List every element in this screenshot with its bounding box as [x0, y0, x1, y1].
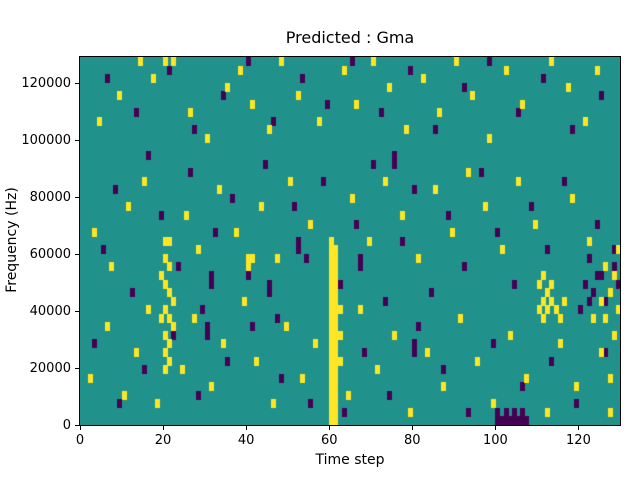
- x-tick-mark: [80, 426, 81, 430]
- y-tick-label: 80000: [29, 189, 71, 205]
- x-tick-label: 20: [154, 433, 172, 448]
- x-tick-label: 40: [237, 433, 255, 448]
- x-tick-mark: [412, 426, 414, 430]
- chart-title: Predicted : Gma: [285, 28, 415, 47]
- x-tick-mark: [329, 426, 331, 430]
- x-tick-label: 0: [75, 433, 85, 448]
- y-tick-mark: [75, 82, 79, 84]
- y-tick-label: 20000: [29, 360, 71, 376]
- y-tick-label: 120000: [21, 75, 71, 91]
- y-tick-mark: [75, 253, 79, 255]
- x-tick-label: 120: [566, 433, 591, 448]
- x-tick-label: 60: [320, 433, 338, 448]
- heatmap-canvas: [80, 57, 620, 425]
- y-tick-label: 40000: [29, 303, 71, 319]
- x-axis-label: Time step: [315, 452, 385, 468]
- y-tick-label: 60000: [29, 246, 71, 262]
- y-tick-mark: [75, 310, 79, 312]
- x-tick-label: 100: [482, 433, 508, 448]
- y-tick-mark: [75, 367, 79, 369]
- x-tick-mark: [246, 426, 248, 430]
- y-tick-label: 0: [62, 418, 71, 433]
- x-tick-mark: [495, 426, 497, 430]
- y-tick-label: 100000: [21, 132, 71, 148]
- y-tick-mark: [75, 139, 79, 141]
- x-tick-mark: [578, 426, 580, 430]
- x-tick-label: 80: [404, 433, 421, 448]
- y-tick-mark: [75, 425, 79, 426]
- plot-frame: [79, 56, 621, 426]
- x-tick-mark: [163, 426, 165, 430]
- y-tick-mark: [75, 196, 79, 198]
